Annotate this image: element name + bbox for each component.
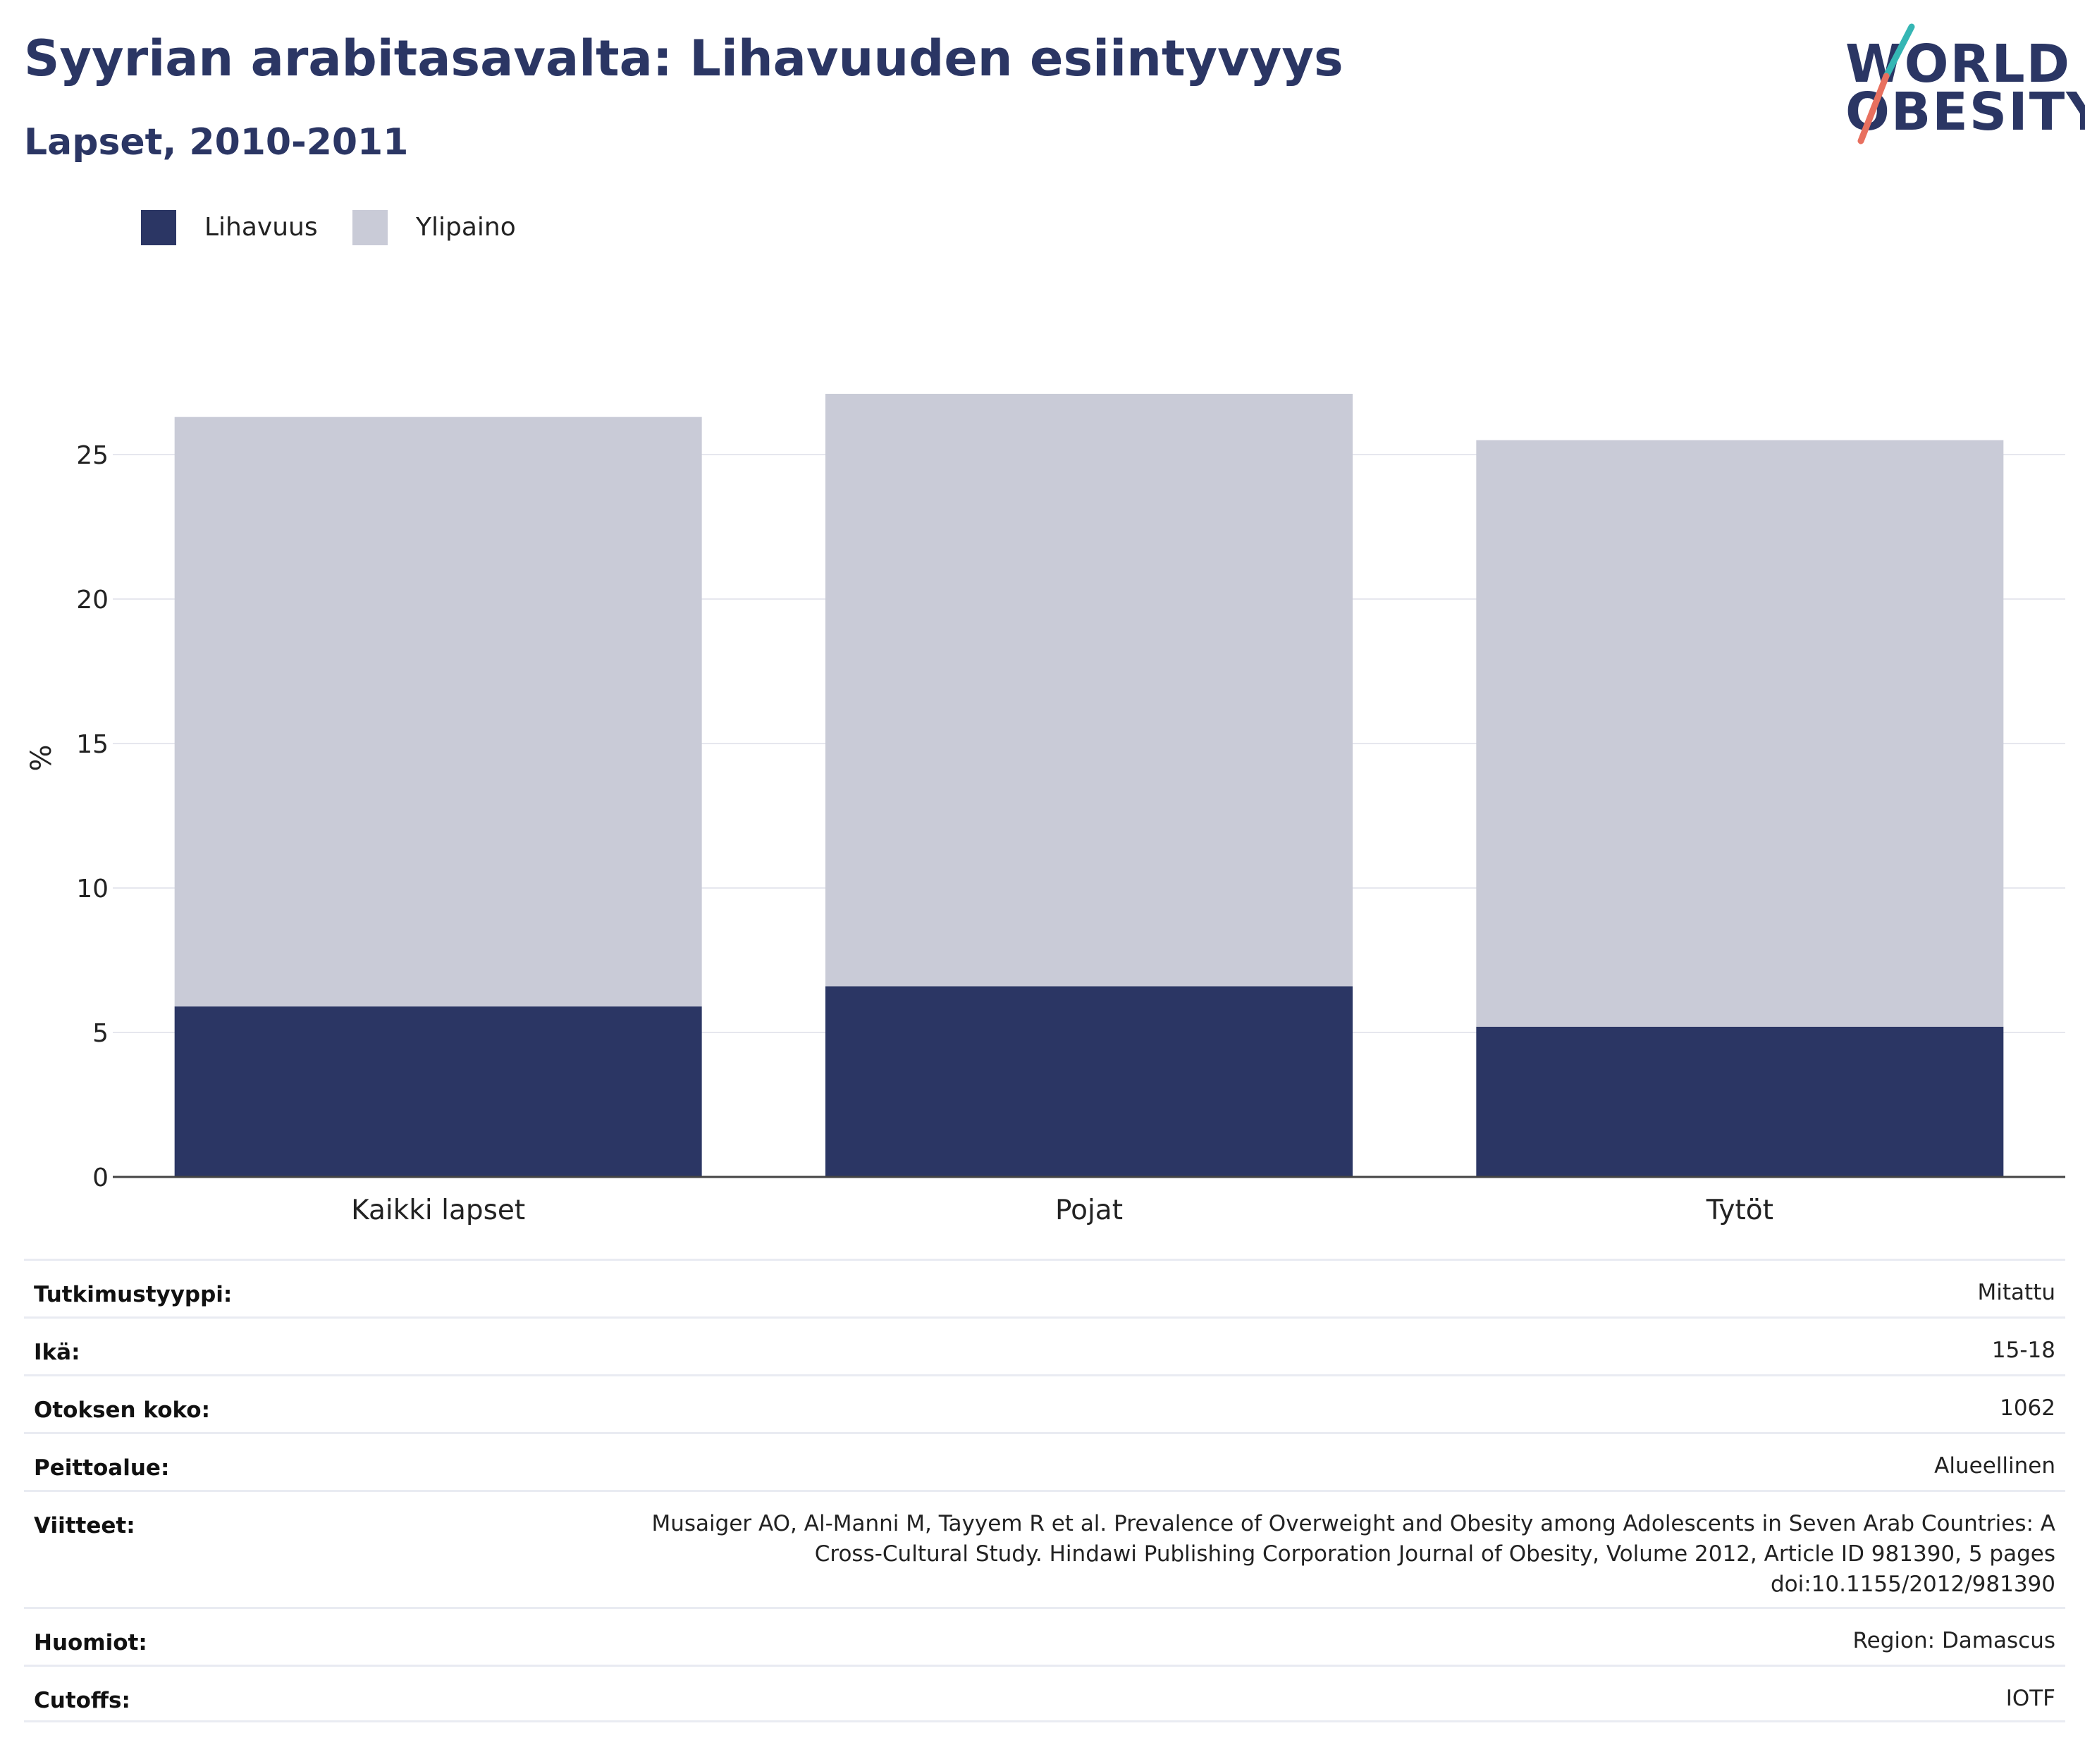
y-tick-label: 25 <box>76 441 109 470</box>
axes: 0 5 10 15 20 25% Kaikki lapset Pojat Tytöt <box>25 441 2065 1226</box>
info-key: Tutkimustyyppi: <box>34 1282 233 1307</box>
info-key: Peittoalue: <box>34 1455 170 1481</box>
info-row: Peittoalue: Alueellinen <box>24 1432 2065 1490</box>
bar-obesity-2[interactable] <box>825 986 1353 1177</box>
info-row: Tutkimustyyppi: Mitattu <box>24 1259 2065 1316</box>
y-tick-label: 20 <box>76 586 109 615</box>
legend-label-overweight: Ylipaino <box>416 213 516 242</box>
bar-overweight-1[interactable] <box>174 417 702 1007</box>
logo-slash-icon <box>1857 23 1915 144</box>
chart-title: Syyrian arabitasavalta: Lihavuuden esiin… <box>24 30 1343 87</box>
legend-label-obesity: Lihavuus <box>204 213 318 242</box>
info-key: Huomiot: <box>34 1630 147 1655</box>
info-key: Cutoffs: <box>34 1688 130 1713</box>
info-key: Viitteet: <box>34 1513 135 1538</box>
info-value: Alueellinen <box>1934 1453 2055 1479</box>
logo-text-obesity: OBESITY <box>1845 82 2085 142</box>
info-value: Mitattu <box>1977 1280 2055 1305</box>
x-category-label: Pojat <box>1055 1195 1123 1226</box>
info-row: Ikä: 15-18 <box>24 1316 2065 1374</box>
info-value: IOTF <box>2005 1686 2055 1711</box>
legend-swatch-overweight <box>352 210 388 245</box>
bar-overweight-3[interactable] <box>1476 440 2004 1027</box>
bars <box>174 393 2004 1177</box>
y-axis-title: % <box>25 744 58 771</box>
info-value: Region: Damascus <box>1852 1628 2055 1653</box>
info-row: Huomiot: Region: Damascus <box>24 1607 2065 1665</box>
bar-obesity-3[interactable] <box>1476 1026 2004 1177</box>
study-info-table: Tutkimustyyppi: Mitattu Ikä: 15-18 Otoksen k… <box>24 1259 2065 1722</box>
info-value: Musaiger AO, Al-Manni M, Tayyem R et al.… <box>651 1511 2055 1597</box>
x-category-label: Tytöt <box>1706 1195 1773 1226</box>
legend-swatch-obesity <box>141 210 176 245</box>
stacked-bar-chart: 0 5 10 15 20 25% Kaikki lapset Pojat Tytöt <box>25 393 2065 1226</box>
world-obesity-logo: WORLD OBESITY <box>1833 21 2085 148</box>
x-category-label: Kaikki lapset <box>351 1195 525 1226</box>
info-key: Otoksen koko: <box>34 1398 210 1423</box>
info-row: Otoksen koko: 1062 <box>24 1374 2065 1432</box>
bar-obesity-1[interactable] <box>174 1006 702 1177</box>
y-tick-label: 10 <box>76 875 109 903</box>
info-value: 15-18 <box>1991 1338 2055 1363</box>
y-tick-label: 5 <box>92 1019 109 1048</box>
bar-overweight-2[interactable] <box>825 393 1353 987</box>
info-key: Ikä: <box>34 1340 80 1365</box>
info-row: Viitteet: Musaiger AO, Al-Manni M, Tayyem… <box>24 1490 2065 1607</box>
info-value: 1062 <box>2000 1395 2055 1421</box>
y-tick-label: 15 <box>76 730 109 759</box>
chart-subtitle: Lapset, 2010-2011 <box>24 121 409 164</box>
y-tick-label: 0 <box>92 1164 109 1192</box>
info-row: Cutoffs: IOTF <box>24 1665 2065 1722</box>
